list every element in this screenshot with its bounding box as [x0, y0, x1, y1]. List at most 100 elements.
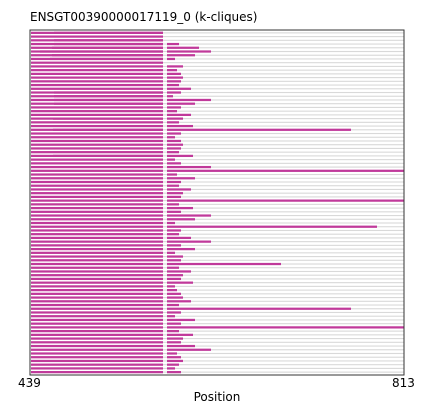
row-highlight-segment [53, 154, 163, 158]
row-highlight-segment [167, 341, 181, 344]
row-highlight-segment [167, 247, 195, 251]
row-gap-segment [31, 300, 404, 302]
row-highlight-segment [31, 229, 163, 232]
row-highlight-segment [167, 240, 211, 243]
row-highlight-segment [31, 199, 163, 202]
row-highlight-segment [167, 180, 181, 184]
row-highlight-segment [167, 344, 195, 348]
row-gap-segment [31, 315, 404, 317]
row-highlight-segment [31, 192, 163, 195]
row-gap-segment [31, 237, 404, 239]
row-highlight-segment [31, 106, 163, 109]
row-highlight-segment [167, 233, 179, 236]
row-highlight-segment [167, 54, 195, 57]
row-highlight-segment [167, 102, 195, 105]
row-highlight-segment [167, 151, 179, 154]
row-highlight-segment [167, 244, 181, 247]
row-gap-segment [31, 207, 404, 209]
row-highlight-segment [31, 292, 163, 295]
row-highlight-segment [31, 244, 163, 247]
row-highlight-segment [167, 322, 181, 325]
row-highlight-segment [167, 188, 191, 191]
row-highlight-segment [167, 262, 281, 266]
row-highlight-segment [167, 143, 183, 146]
row-highlight-segment [167, 169, 404, 172]
row-gap-segment [31, 99, 404, 101]
row-highlight-segment [167, 42, 179, 46]
row-gap-segment [31, 352, 404, 355]
plot-frame [29, 29, 405, 376]
row-highlight-segment [31, 218, 163, 221]
row-highlight-segment [167, 326, 404, 329]
row-highlight-segment [167, 359, 183, 363]
row-gap-segment [31, 356, 404, 358]
row-highlight-segment [167, 348, 211, 351]
row-highlight-segment [50, 57, 163, 61]
row-highlight-segment [167, 307, 351, 310]
row-gap-segment [31, 36, 404, 38]
row-highlight-segment [167, 69, 177, 72]
row-gap-segment [31, 278, 404, 280]
row-highlight-segment [167, 80, 181, 83]
row-highlight-segment [167, 177, 195, 180]
row-highlight-segment [31, 61, 163, 64]
row-gap-segment [31, 185, 404, 187]
row-gap-segment [31, 177, 404, 179]
row-highlight-segment [31, 240, 163, 243]
row-gap-segment [31, 114, 404, 116]
row-highlight-segment [167, 95, 173, 98]
row-highlight-segment [167, 229, 181, 232]
row-highlight-segment [52, 46, 163, 49]
row-highlight-segment [31, 322, 163, 325]
row-highlight-segment [31, 206, 163, 210]
row-gap-segment [31, 274, 404, 276]
row-highlight-segment [53, 128, 163, 131]
row-highlight-segment [167, 46, 199, 49]
row-gap-segment [31, 218, 404, 220]
row-gap-segment [31, 54, 404, 56]
row-gap-segment [31, 311, 404, 314]
row-gap-segment [31, 349, 404, 351]
row-highlight-segment [167, 363, 179, 366]
row-gap-segment [31, 248, 404, 250]
row-gap-segment [31, 91, 404, 94]
row-gap-segment [31, 39, 404, 41]
row-highlight-segment [167, 106, 181, 109]
row-gap-segment [31, 110, 404, 112]
row-highlight-segment [31, 356, 163, 359]
row-highlight-segment [31, 330, 163, 333]
row-highlight-segment [31, 35, 163, 38]
row-gap-segment [31, 73, 404, 75]
row-gap-segment [31, 132, 404, 135]
row-highlight-segment [167, 333, 193, 336]
row-highlight-segment [167, 277, 181, 281]
row-gap-segment [31, 136, 404, 138]
row-highlight-segment [54, 39, 163, 42]
row-gap-segment [31, 319, 404, 321]
row-highlight-segment [167, 236, 191, 240]
row-highlight-segment [167, 214, 211, 217]
row-highlight-segment [167, 165, 211, 169]
row-highlight-segment [167, 91, 181, 94]
row-highlight-segment [31, 337, 163, 340]
row-gap-segment [31, 285, 404, 287]
row-highlight-segment [31, 188, 163, 191]
chart-title: ENSGT00390000017119_0 (k-cliques) [30, 10, 258, 24]
row-highlight-segment [31, 363, 163, 366]
row-highlight-segment [31, 83, 163, 87]
row-highlight-segment [167, 218, 195, 221]
row-gap-segment [31, 121, 404, 123]
row-highlight-segment [167, 98, 211, 102]
row-highlight-segment [31, 371, 163, 374]
row-highlight-segment [31, 348, 163, 351]
row-highlight-segment [31, 139, 163, 143]
row-gap-segment [31, 267, 404, 269]
row-highlight-segment [31, 270, 163, 273]
row-highlight-segment [31, 173, 163, 176]
row-highlight-segment [31, 326, 163, 329]
row-highlight-segment [167, 251, 175, 254]
row-gap-segment [31, 144, 404, 146]
row-highlight-segment [167, 255, 183, 258]
row-gap-segment [31, 159, 404, 161]
row-highlight-segment [31, 87, 163, 90]
